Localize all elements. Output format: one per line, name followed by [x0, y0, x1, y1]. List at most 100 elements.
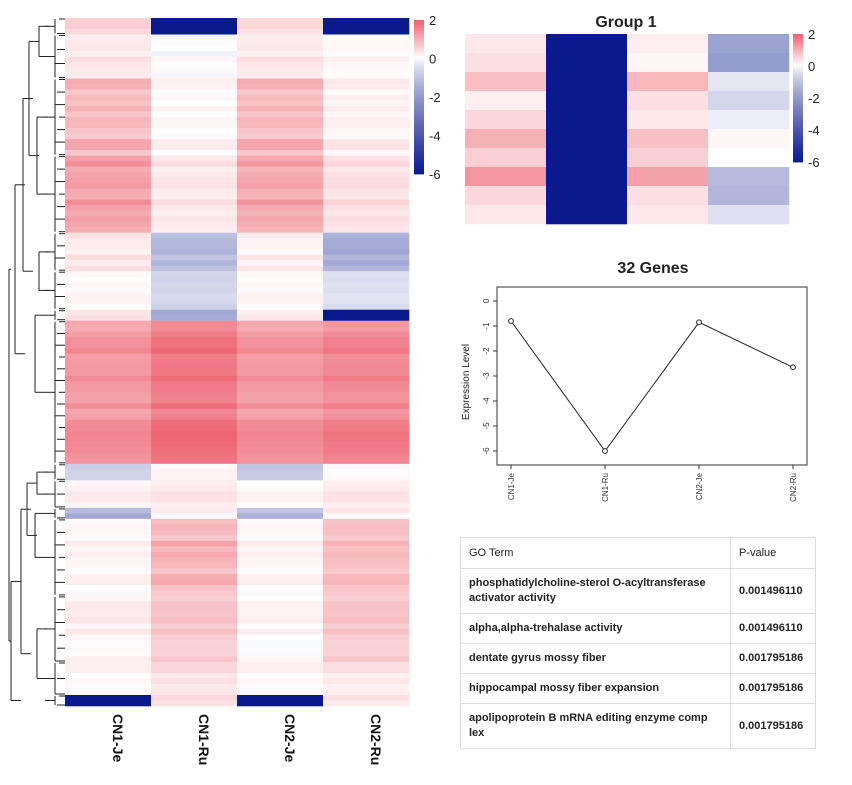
- colorbar-segment: [414, 132, 424, 136]
- colorbar-segment: [414, 109, 424, 113]
- heatmap-cell: [323, 579, 410, 586]
- heatmap-cell: [65, 557, 152, 564]
- group1-cell: [627, 110, 709, 130]
- heatmap-cell: [237, 403, 324, 410]
- column-label: CN1-Je: [110, 714, 126, 762]
- heatmap-cell: [237, 254, 324, 261]
- colorbar-segment: [414, 107, 424, 111]
- colorbar-segment: [793, 70, 803, 73]
- go-term-header: GO Term: [460, 537, 731, 569]
- heatmap-cell: [151, 177, 238, 184]
- heatmap-cell: [151, 309, 238, 316]
- heatmap-cell: [65, 628, 152, 635]
- colorbar-segment: [414, 122, 424, 126]
- heatmap-cell: [323, 106, 410, 112]
- colorbar-segment: [414, 127, 424, 131]
- heatmap-cell: [237, 172, 324, 178]
- group1-colorbar: 2 0 -2 -4 -6: [793, 27, 820, 170]
- group1-cell: [465, 167, 547, 187]
- go-term-cell: hippocampal mossy fiber expansion: [460, 673, 731, 704]
- heatmap-cell: [65, 667, 152, 674]
- heatmap-cell: [237, 106, 324, 112]
- heatmap-cell: [65, 441, 152, 448]
- heatmap-cell: [151, 271, 238, 277]
- colorbar-segment: [793, 59, 803, 63]
- heatmap-cell: [323, 337, 410, 344]
- colorbar-segment: [414, 76, 424, 80]
- heatmap-cell: [65, 480, 152, 487]
- heatmap-cell: [323, 364, 410, 371]
- heatmap-cell: [237, 458, 324, 465]
- colorbar-segment: [414, 53, 424, 57]
- heatmap-cell: [323, 634, 410, 641]
- heatmap-cell: [323, 293, 410, 299]
- colorbar-segment: [793, 102, 803, 105]
- heatmap-cell: [151, 183, 238, 189]
- heatmap-cell: [151, 348, 238, 355]
- heatmap-cell: [65, 95, 152, 101]
- heatmap-cell: [323, 177, 410, 184]
- heatmap-cell: [65, 584, 152, 591]
- heatmap-cell: [237, 414, 324, 421]
- group1-cell: [546, 205, 628, 225]
- heatmap-cell: [237, 562, 324, 569]
- heatmap-cell: [323, 513, 410, 520]
- heatmap-cell: [151, 67, 238, 74]
- heatmap-cell: [323, 661, 410, 668]
- x-tick-label: CN2-Ru: [789, 473, 798, 502]
- group1-cell: [708, 167, 790, 187]
- heatmap-cell: [151, 161, 238, 167]
- colorbar-segment: [793, 44, 803, 48]
- heatmap-cell: [151, 529, 238, 536]
- colorbar-segment: [793, 91, 803, 95]
- heatmap-cell: [323, 117, 410, 123]
- heatmap-cell: [151, 56, 238, 63]
- x-tick-label: CN1-Ru: [601, 473, 610, 502]
- heatmap-cell: [65, 683, 152, 690]
- heatmap-cell: [323, 370, 410, 377]
- heatmap-cell: [151, 40, 238, 46]
- heatmap-cell: [237, 150, 324, 156]
- group1-cell: [546, 34, 628, 54]
- colorbar-segment: [793, 157, 803, 161]
- colorbar-segment: [793, 115, 803, 118]
- colorbar-segment: [793, 46, 803, 50]
- colorbar-tick-label: -4: [429, 129, 441, 144]
- heatmap-cell: [237, 595, 324, 602]
- colorbar-segment: [414, 84, 424, 88]
- colorbar-segment: [414, 120, 424, 124]
- colorbar-segment: [793, 106, 803, 110]
- heatmap-cell: [151, 557, 238, 564]
- main-heatmap-column-labels: CN1-Je CN1-Ru CN2-Je CN2-Ru: [110, 714, 384, 765]
- colorbar-segment: [414, 22, 424, 26]
- group1-cell: [546, 72, 628, 92]
- heatmap-cell: [237, 419, 324, 426]
- group1-cell: [465, 205, 547, 225]
- heatmap-cell: [237, 617, 324, 624]
- heatmap-cell: [65, 232, 152, 239]
- heatmap-cell: [323, 150, 410, 156]
- heatmap-cell: [237, 199, 324, 206]
- heatmap-cell: [65, 172, 152, 178]
- heatmap-cell: [323, 496, 410, 503]
- heatmap-cell: [151, 612, 238, 619]
- heatmap-cell: [151, 298, 238, 305]
- heatmap-cell: [323, 342, 410, 349]
- group1-cell: [546, 91, 628, 111]
- heatmap-cell: [65, 62, 152, 68]
- heatmap-cell: [151, 397, 238, 404]
- heatmap-cell: [237, 623, 324, 630]
- heatmap-cell: [237, 227, 324, 233]
- group1-cell: [465, 53, 547, 73]
- colorbar-segment: [793, 134, 803, 137]
- group1-cell: [627, 148, 709, 168]
- heatmap-cell: [237, 601, 324, 608]
- heatmap-cell: [323, 359, 410, 366]
- heatmap-cell: [65, 639, 152, 646]
- colorbar-segment: [414, 158, 424, 162]
- heatmap-cell: [65, 111, 152, 118]
- colorbar-segment: [793, 93, 803, 97]
- group1-cell: [627, 205, 709, 225]
- heatmap-cell: [151, 353, 238, 360]
